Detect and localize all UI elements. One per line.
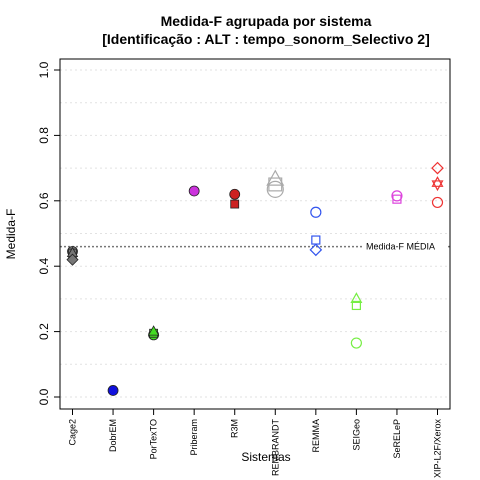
point-circle: [266, 180, 284, 198]
plot-frame: [59, 58, 451, 410]
point-circle: [188, 185, 200, 197]
y-axis-label: Medida-F: [4, 209, 18, 260]
point-diamond: [431, 161, 444, 175]
x-tick-label: DobrEM: [108, 419, 118, 452]
chart-title-line2: [Identificação : ALT : tempo_sonorm_Sele…: [102, 31, 430, 47]
point-circle: [350, 337, 362, 349]
x-tick-label: REMBRANDT: [270, 419, 280, 477]
point-triangle: [147, 325, 160, 336]
mean-line-label: Medida-F MÉDIA: [366, 242, 435, 252]
point-circle: [431, 196, 444, 209]
x-tick-label: R3M: [230, 419, 240, 438]
point-circle: [391, 190, 403, 202]
x-tick-label: PorTexTO: [149, 419, 159, 459]
point-triangle: [266, 169, 285, 186]
point-triangle: [431, 176, 444, 187]
y-tick-label: 0.0: [37, 388, 51, 405]
point-triangle: [350, 292, 363, 303]
x-tick-label: XIP-L2F/Xerox: [433, 419, 443, 479]
point-square: [351, 300, 361, 311]
point-diamond: [66, 253, 79, 266]
point-diamond: [309, 243, 323, 257]
x-axis: Cage2 DobrEM PorTexTO Priberam R3M REMBRANDT R…: [68, 409, 443, 478]
data-points: [66, 161, 444, 396]
x-tick-label: SEIGeo: [351, 419, 361, 451]
point-square: [392, 194, 402, 204]
point-circle: [310, 206, 322, 218]
x-tick-label: REMMA: [311, 419, 321, 453]
point-square: [311, 235, 321, 245]
point-circle: [107, 385, 119, 396]
y-tick-label: 0.2: [37, 323, 51, 340]
chart-title-line1: Medida-F agrupada por sistema: [161, 13, 372, 29]
x-tick-label: SeRELeP: [392, 419, 402, 459]
y-tick-label: 1.0: [37, 61, 51, 78]
mean-label-bg: [364, 239, 446, 253]
x-axis-label: Sistemas: [241, 450, 290, 464]
y-tick-label: 0.8: [37, 127, 51, 144]
point-square: [230, 199, 240, 209]
x-tick-label: Cage2: [68, 419, 78, 446]
y-tick-label: 0.4: [37, 258, 51, 275]
y-axis: 0.0 0.2 0.4 0.6 0.8 1.0: [37, 61, 60, 405]
x-tick-label: Priberam: [189, 419, 199, 456]
point-triangle-down: [431, 180, 444, 192]
y-tick-label: 0.6: [37, 192, 51, 209]
point-square: [268, 177, 283, 192]
grid-lines: [60, 69, 450, 398]
mean-line-group: Medida-F MÉDIA: [60, 239, 450, 253]
point-circle: [229, 188, 241, 200]
